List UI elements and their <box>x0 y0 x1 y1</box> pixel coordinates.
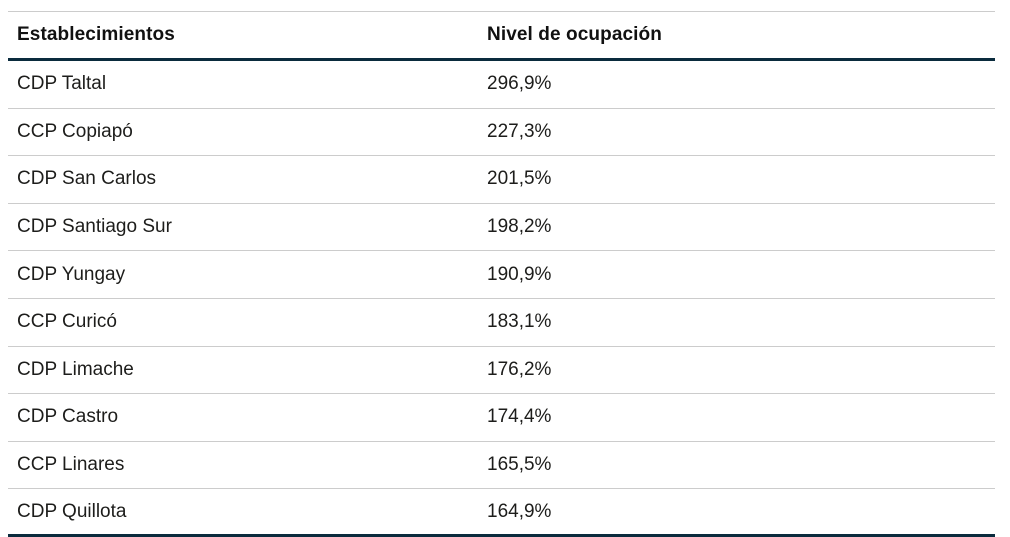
establecimiento-cell: CDP Quillota <box>17 500 127 522</box>
establecimiento-cell: CCP Curicó <box>17 311 117 333</box>
nivel-ocupacion-cell: 165,5% <box>487 454 552 476</box>
table-body: CDP Taltal 296,9% CCP Copiapó 227,3% CDP… <box>8 61 995 537</box>
table-row: CDP Yungay 190,9% <box>8 251 995 299</box>
establecimiento-cell: CCP Linares <box>17 454 125 476</box>
occupancy-table: Establecimientos Nivel de ocupación CDP … <box>8 11 995 537</box>
establecimiento-cell: CCP Copiapó <box>17 120 133 142</box>
table-row: CDP San Carlos 201,5% <box>8 156 995 204</box>
table-row: CCP Linares 165,5% <box>8 442 995 490</box>
nivel-ocupacion-cell: 176,2% <box>487 358 552 380</box>
column-header-nivel-de-ocupacion: Nivel de ocupación <box>487 24 662 45</box>
table-row: CDP Santiago Sur 198,2% <box>8 204 995 252</box>
table-row: CDP Taltal 296,9% <box>8 61 995 109</box>
nivel-ocupacion-cell: 201,5% <box>487 168 552 190</box>
establecimiento-cell: CDP Taltal <box>17 73 107 95</box>
nivel-ocupacion-cell: 183,1% <box>487 311 552 333</box>
nivel-ocupacion-cell: 190,9% <box>487 263 552 285</box>
table-row: CDP Quillota 164,9% <box>8 489 995 537</box>
nivel-ocupacion-cell: 198,2% <box>487 216 552 238</box>
table-row: CCP Curicó 183,1% <box>8 299 995 347</box>
establecimiento-cell: CDP Castro <box>17 406 119 428</box>
column-header-establecimientos: Establecimientos <box>17 24 175 45</box>
nivel-ocupacion-cell: 296,9% <box>487 73 552 95</box>
nivel-ocupacion-cell: 227,3% <box>487 120 552 142</box>
table-header-row: Establecimientos Nivel de ocupación <box>8 12 995 61</box>
nivel-ocupacion-cell: 174,4% <box>487 406 552 428</box>
table-row: CDP Castro 174,4% <box>8 394 995 442</box>
establecimiento-cell: CDP Yungay <box>17 263 126 285</box>
nivel-ocupacion-cell: 164,9% <box>487 500 552 522</box>
establecimiento-cell: CDP Santiago Sur <box>17 216 172 238</box>
establecimiento-cell: CDP San Carlos <box>17 168 157 190</box>
table-row: CDP Limache 176,2% <box>8 347 995 395</box>
establecimiento-cell: CDP Limache <box>17 358 134 380</box>
table-row: CCP Copiapó 227,3% <box>8 109 995 157</box>
